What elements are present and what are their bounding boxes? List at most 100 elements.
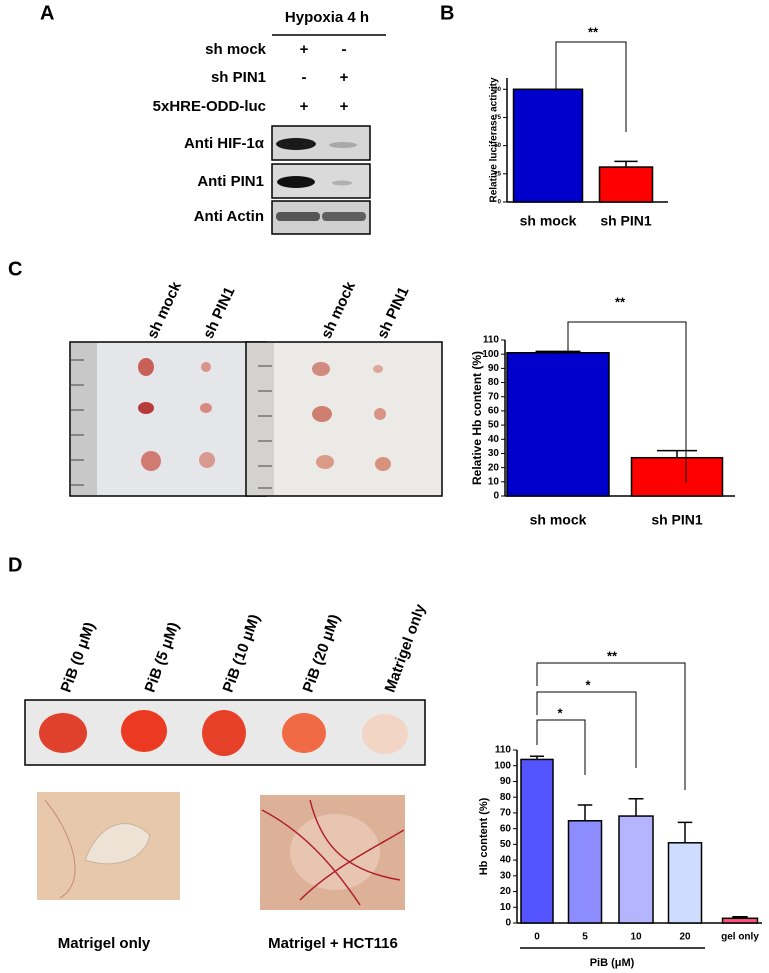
y-tick-label: 90 bbox=[488, 363, 500, 374]
bar bbox=[598, 166, 654, 203]
lane-mark: + bbox=[300, 98, 309, 115]
plug-label: PiB (0 μM) bbox=[58, 620, 99, 695]
band-label: Anti Actin bbox=[194, 208, 264, 225]
significance-bracket bbox=[555, 41, 627, 132]
significance-bracket bbox=[536, 719, 586, 775]
matrigel-photos bbox=[37, 792, 405, 910]
significance-label: * bbox=[585, 677, 591, 692]
y-tick-label: 50 bbox=[494, 143, 501, 149]
x-tick-label: sh PIN1 bbox=[651, 512, 703, 528]
panel-label: B bbox=[440, 2, 454, 24]
y-tick-label: 60 bbox=[500, 823, 512, 834]
y-tick-label: 10 bbox=[488, 476, 500, 487]
error-bar bbox=[535, 350, 581, 353]
y-tick-label: 100 bbox=[494, 760, 511, 771]
plug-label: Matrigel only bbox=[382, 601, 430, 694]
error-bar bbox=[577, 804, 593, 821]
y-tick-label: 0 bbox=[505, 918, 511, 929]
xenograft-photos bbox=[69, 341, 443, 497]
y-tick-label: 80 bbox=[488, 377, 500, 388]
error-bar bbox=[677, 821, 693, 843]
x-tick-label: sh mock bbox=[530, 512, 587, 528]
bar bbox=[667, 842, 703, 924]
error-bar bbox=[628, 798, 644, 817]
y-tick-label: 70 bbox=[500, 808, 512, 819]
x-tick-label: 20 bbox=[679, 932, 691, 943]
plug-label: PiB (20 μM) bbox=[300, 612, 344, 695]
significance-bracket bbox=[567, 321, 687, 483]
y-tick-label: 50 bbox=[488, 420, 500, 431]
significance-bracket bbox=[536, 691, 637, 768]
y-tick-label: 40 bbox=[488, 434, 500, 445]
y-tick-label: 70 bbox=[488, 391, 500, 402]
y-tick-label: 110 bbox=[495, 745, 512, 756]
plug-label: PiB (10 μM) bbox=[220, 612, 264, 695]
panel-label: A bbox=[40, 2, 54, 24]
y-tick-label: 20 bbox=[500, 886, 512, 897]
y-tick-label: 20 bbox=[488, 462, 500, 473]
x-tick-label: sh PIN1 bbox=[600, 213, 652, 229]
significance-label: ** bbox=[615, 294, 626, 309]
photo-caption: Matrigel only bbox=[58, 935, 151, 952]
band-label: Anti HIF-1α bbox=[184, 135, 265, 152]
lane-mark: - bbox=[302, 69, 307, 86]
y-tick-label: 30 bbox=[488, 448, 500, 459]
y-axis-title: Relative Hb content (%) bbox=[470, 351, 484, 485]
x-tick-label: gel only bbox=[721, 932, 759, 943]
bar bbox=[618, 815, 654, 924]
y-tick-label: 10 bbox=[500, 902, 512, 913]
y-tick-label: 60 bbox=[488, 406, 500, 417]
plug-photo bbox=[24, 699, 426, 766]
error-bar bbox=[529, 755, 545, 760]
x-tick-label: 0 bbox=[534, 932, 540, 943]
blot-images bbox=[271, 125, 371, 235]
significance-label: * bbox=[557, 705, 563, 720]
row-label: 5xHRE-ODD-luc bbox=[153, 98, 266, 115]
y-tick-label: 75 bbox=[494, 115, 501, 121]
significance-bracket bbox=[536, 662, 686, 790]
band-label: Anti PIN1 bbox=[197, 173, 264, 190]
panel-label: C bbox=[8, 258, 22, 280]
row-label: sh PIN1 bbox=[211, 69, 266, 86]
xenograft-label: sh PIN1 bbox=[200, 284, 239, 341]
lane-mark: - bbox=[342, 41, 347, 58]
y-axis-title: Relative luciferase activity bbox=[489, 77, 500, 203]
bar bbox=[512, 88, 584, 203]
y-tick-label: 90 bbox=[500, 776, 512, 787]
y-tick-label: 30 bbox=[500, 870, 512, 881]
bar bbox=[630, 456, 724, 497]
x-axis-title: PiB (μM) bbox=[590, 957, 635, 969]
bar bbox=[567, 820, 603, 924]
bar bbox=[506, 352, 610, 497]
significance-label: ** bbox=[588, 24, 599, 39]
y-tick-label: 25 bbox=[494, 171, 501, 177]
xenograft-label: sh PIN1 bbox=[374, 284, 413, 341]
blot-header: Hypoxia 4 h bbox=[285, 9, 369, 26]
lane-mark: + bbox=[340, 98, 349, 115]
plug-label: PiB (5 μM) bbox=[142, 620, 183, 695]
y-tick-label: 110 bbox=[483, 335, 500, 346]
panel-label: D bbox=[8, 554, 22, 576]
x-tick-label: 5 bbox=[582, 932, 588, 943]
y-tick-label: 40 bbox=[500, 855, 512, 866]
error-bar bbox=[656, 449, 698, 458]
error-bar bbox=[614, 160, 638, 168]
photo-caption: Matrigel + HCT116 bbox=[268, 935, 398, 952]
y-tick-label: 50 bbox=[500, 839, 512, 850]
y-tick-label: 0 bbox=[493, 491, 499, 502]
y-tick-label: 100 bbox=[491, 87, 502, 93]
x-tick-label: sh mock bbox=[520, 213, 577, 229]
lane-mark: + bbox=[300, 41, 309, 58]
y-tick-label: 0 bbox=[498, 200, 502, 206]
significance-label: ** bbox=[607, 648, 618, 663]
bar bbox=[520, 758, 554, 924]
row-label: sh mock bbox=[205, 41, 267, 58]
bar bbox=[721, 917, 759, 924]
y-axis-title: Hb content (%) bbox=[478, 797, 490, 875]
y-tick-label: 100 bbox=[482, 349, 499, 360]
xenograft-label: sh mock bbox=[318, 278, 359, 341]
lane-mark: + bbox=[340, 69, 349, 86]
xenograft-label: sh mock bbox=[144, 278, 185, 341]
y-tick-label: 80 bbox=[500, 792, 512, 803]
